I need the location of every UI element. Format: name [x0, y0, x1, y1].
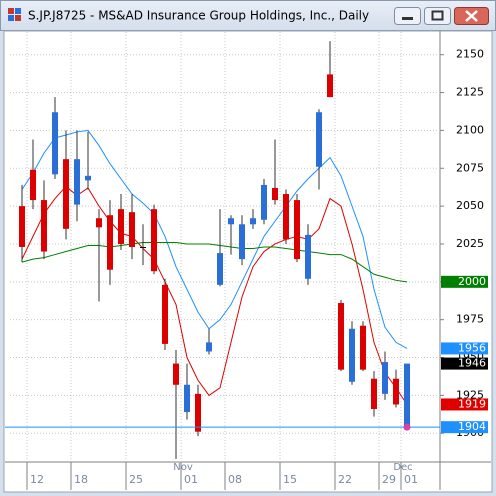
candle-body — [371, 378, 377, 410]
candle-body — [19, 206, 25, 247]
y-tick-label: 2125 — [456, 86, 484, 99]
x-tick-label: 01 — [404, 473, 418, 486]
y-tick-label: 1925 — [456, 388, 484, 401]
candle-body — [228, 218, 234, 225]
price-label: 1956 — [458, 341, 486, 354]
price-label-box — [441, 275, 488, 288]
candle-body — [195, 393, 201, 432]
candle-body — [360, 325, 366, 370]
x-tick-label: 15 — [283, 473, 297, 486]
candle-body — [316, 112, 322, 167]
candle-body — [404, 363, 410, 428]
candle-body — [250, 218, 256, 225]
candle-body — [52, 112, 58, 175]
candle-body — [173, 363, 179, 385]
candle-body — [140, 247, 146, 248]
price-label-box — [441, 342, 488, 355]
candle-body — [151, 209, 157, 272]
candle-body — [338, 303, 344, 370]
x-tick-label: 08 — [228, 473, 242, 486]
y-tick-label: 2075 — [456, 161, 484, 174]
minimize-button[interactable] — [394, 7, 421, 25]
price-label-box — [441, 421, 488, 434]
candle-body — [118, 209, 124, 244]
price-label: 1904 — [458, 420, 486, 433]
candle-body — [283, 194, 289, 240]
candle-body — [294, 200, 300, 260]
price-label: 1919 — [458, 397, 486, 410]
candle-body — [107, 215, 113, 270]
candle-body — [63, 159, 69, 229]
price-label: 1946 — [458, 357, 486, 370]
price-label-box — [441, 398, 488, 411]
y-tick-label: 2050 — [456, 199, 484, 212]
y-tick-label: 2025 — [456, 237, 484, 250]
candle-body — [129, 212, 135, 247]
candle-body — [30, 169, 36, 201]
y-tick-label: 1975 — [456, 313, 484, 326]
maximize-button[interactable] — [424, 7, 451, 25]
month-label: Dec — [393, 462, 412, 473]
candle-body — [239, 224, 245, 260]
price-label: 2000 — [458, 275, 486, 288]
x-tick-label: 29 — [382, 473, 396, 486]
y-tick-label: 2150 — [456, 48, 484, 61]
candle-body — [305, 234, 311, 279]
y-tick-label: 2100 — [456, 123, 484, 136]
moving-average-line — [21, 185, 408, 405]
month-label: Nov — [173, 462, 193, 473]
x-tick-label: 22 — [338, 473, 352, 486]
x-tick-label: 18 — [74, 473, 88, 486]
candle-body — [261, 184, 267, 220]
chart-panel — [3, 30, 493, 493]
close-button[interactable] — [454, 7, 489, 25]
plot — [5, 41, 440, 459]
candle-body — [272, 187, 278, 201]
x-tick-label: 01 — [184, 473, 198, 486]
candle-body — [327, 74, 333, 98]
candle-body — [74, 159, 80, 205]
app-icon — [8, 8, 21, 21]
candle-body — [382, 362, 388, 394]
moving-average-line — [21, 129, 408, 349]
candle-body — [96, 218, 102, 228]
x-tick-label: 25 — [129, 473, 143, 486]
price-label-box — [441, 357, 488, 370]
candle-body — [349, 328, 355, 382]
window-title: S.JP.J8725 - MS&AD Insurance Group Holdi… — [28, 9, 369, 23]
candle-body — [85, 175, 91, 181]
candle-body — [41, 200, 47, 252]
candle-body — [184, 384, 190, 413]
moving-average-line — [21, 241, 408, 283]
current-price-marker — [403, 423, 411, 431]
x-tick-label: 12 — [30, 473, 44, 486]
candle-body — [162, 284, 168, 344]
axes: 1900192519501975200020252050207521002125… — [26, 48, 488, 490]
candle-body — [217, 253, 223, 285]
candle-body — [393, 378, 399, 405]
candle-body — [206, 342, 212, 352]
